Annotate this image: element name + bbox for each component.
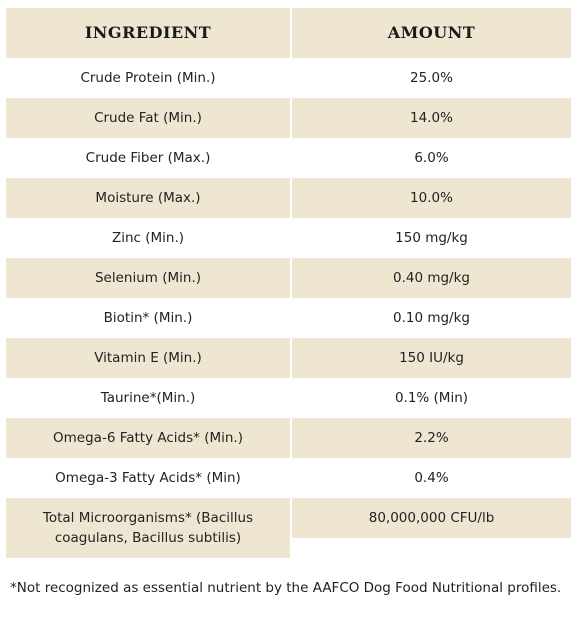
- ingredient-cell: Crude Fat (Min.): [6, 98, 290, 138]
- header-cell: INGREDIENT: [6, 8, 290, 58]
- ingredient-cell: Selenium (Min.): [6, 258, 290, 298]
- footnote: *Not recognized as essential nutrient by…: [10, 580, 562, 596]
- amount-cell: 6.0%: [414, 150, 449, 166]
- ingredient-cell: Moisture (Max.): [6, 178, 290, 218]
- amount-cell: 0.4%: [414, 470, 449, 486]
- amount-cell: 0.40 mg/kg: [292, 258, 571, 298]
- ingredient-cell: Zinc (Min.): [111, 230, 185, 246]
- amount-cell: 0.1% (Min): [394, 390, 469, 406]
- amount-cell: 150 IU/kg: [292, 338, 571, 378]
- amount-cell: 80,000,000 CFU/lb: [292, 498, 571, 538]
- ingredient-cell: Omega-6 Fatty Acids* (Min.): [6, 418, 290, 458]
- amount-cell: 10.0%: [292, 178, 571, 218]
- ingredient-cell: Omega-3 Fatty Acids* (Min): [55, 470, 241, 486]
- ingredient-cell: Biotin* (Min.): [103, 310, 193, 326]
- ingredient-cell: Crude Protein (Min.): [80, 70, 216, 86]
- amount-cell: 14.0%: [292, 98, 571, 138]
- ingredient-cell: Total Microorganisms* (Bacillus coagulan…: [6, 498, 290, 558]
- ingredient-cell: Crude Fiber (Max.): [85, 150, 211, 166]
- header-cell: AMOUNT: [292, 8, 571, 58]
- amount-cell: 2.2%: [292, 418, 571, 458]
- ingredient-cell: Taurine*(Min.): [100, 390, 196, 406]
- amount-cell: 25.0%: [410, 70, 453, 86]
- amount-cell: 150 mg/kg: [395, 230, 468, 246]
- ingredient-cell: Vitamin E (Min.): [6, 338, 290, 378]
- amount-cell: 0.10 mg/kg: [392, 310, 470, 326]
